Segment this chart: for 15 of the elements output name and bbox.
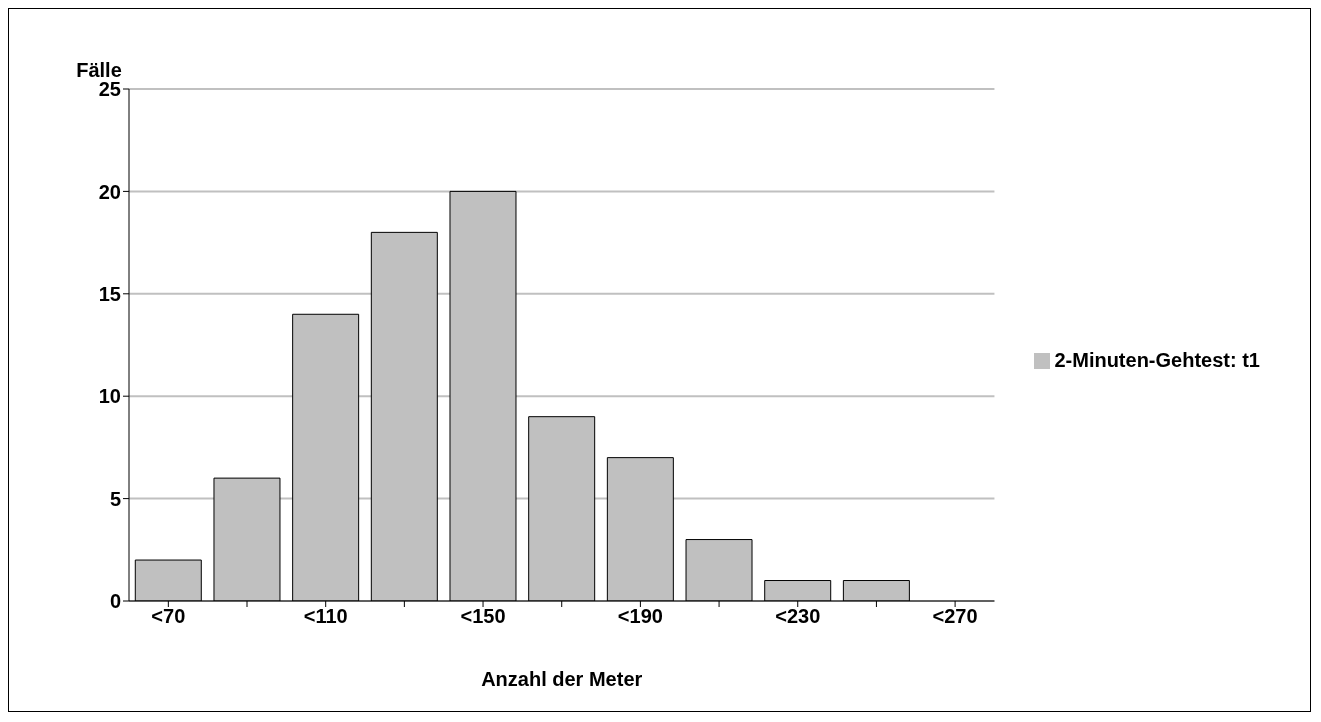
x-tick-label: <270	[932, 605, 978, 628]
y-tick-label: 0	[109, 590, 121, 613]
x-tick-label: <110	[303, 605, 348, 628]
y-tick-label: 5	[109, 487, 121, 510]
x-tick-label: <150	[460, 605, 506, 628]
x-tick-label: <230	[775, 605, 821, 628]
x-tick-label: <190	[617, 605, 663, 628]
y-tick-label: 10	[98, 385, 121, 408]
y-tick-label: 20	[98, 180, 121, 203]
legend-label: 2-Minuten-Gehtest: t1	[1054, 348, 1260, 371]
y-tick-label: 25	[98, 78, 121, 101]
x-tick-label: <70	[151, 605, 186, 628]
y-tick-label: 15	[98, 282, 121, 305]
y-axis-title: Fälle	[76, 59, 122, 81]
x-axis-title: Anzahl der Meter	[481, 668, 643, 690]
